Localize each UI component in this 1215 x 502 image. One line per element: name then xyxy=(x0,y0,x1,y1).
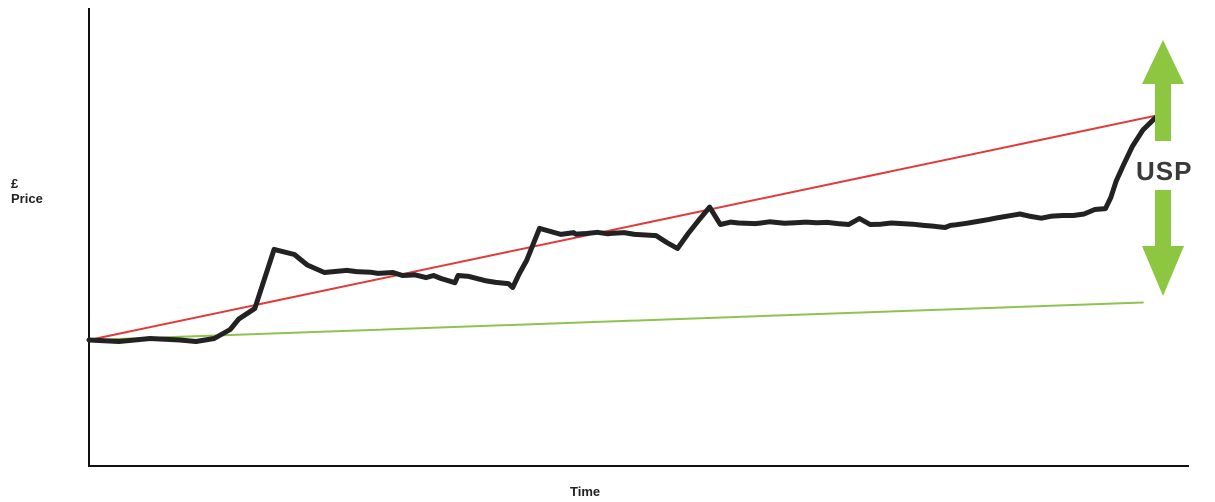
usp-annotation-label: USP xyxy=(1136,156,1193,186)
y-axis-label-currency: £ xyxy=(11,176,19,191)
y-axis-label: £ Price xyxy=(11,176,43,206)
series-layer xyxy=(86,112,1162,344)
usp-arrow-up xyxy=(1142,40,1184,141)
price-line xyxy=(86,112,1162,344)
upper-trend-line xyxy=(88,114,1160,341)
baseline-trend-line xyxy=(88,301,1144,341)
axes xyxy=(88,8,1189,467)
y-axis-label-price: Price xyxy=(11,191,43,206)
usp-double-arrow xyxy=(1142,40,1184,296)
x-axis-label: Time xyxy=(570,484,601,499)
usp-arrow-down xyxy=(1142,190,1184,296)
